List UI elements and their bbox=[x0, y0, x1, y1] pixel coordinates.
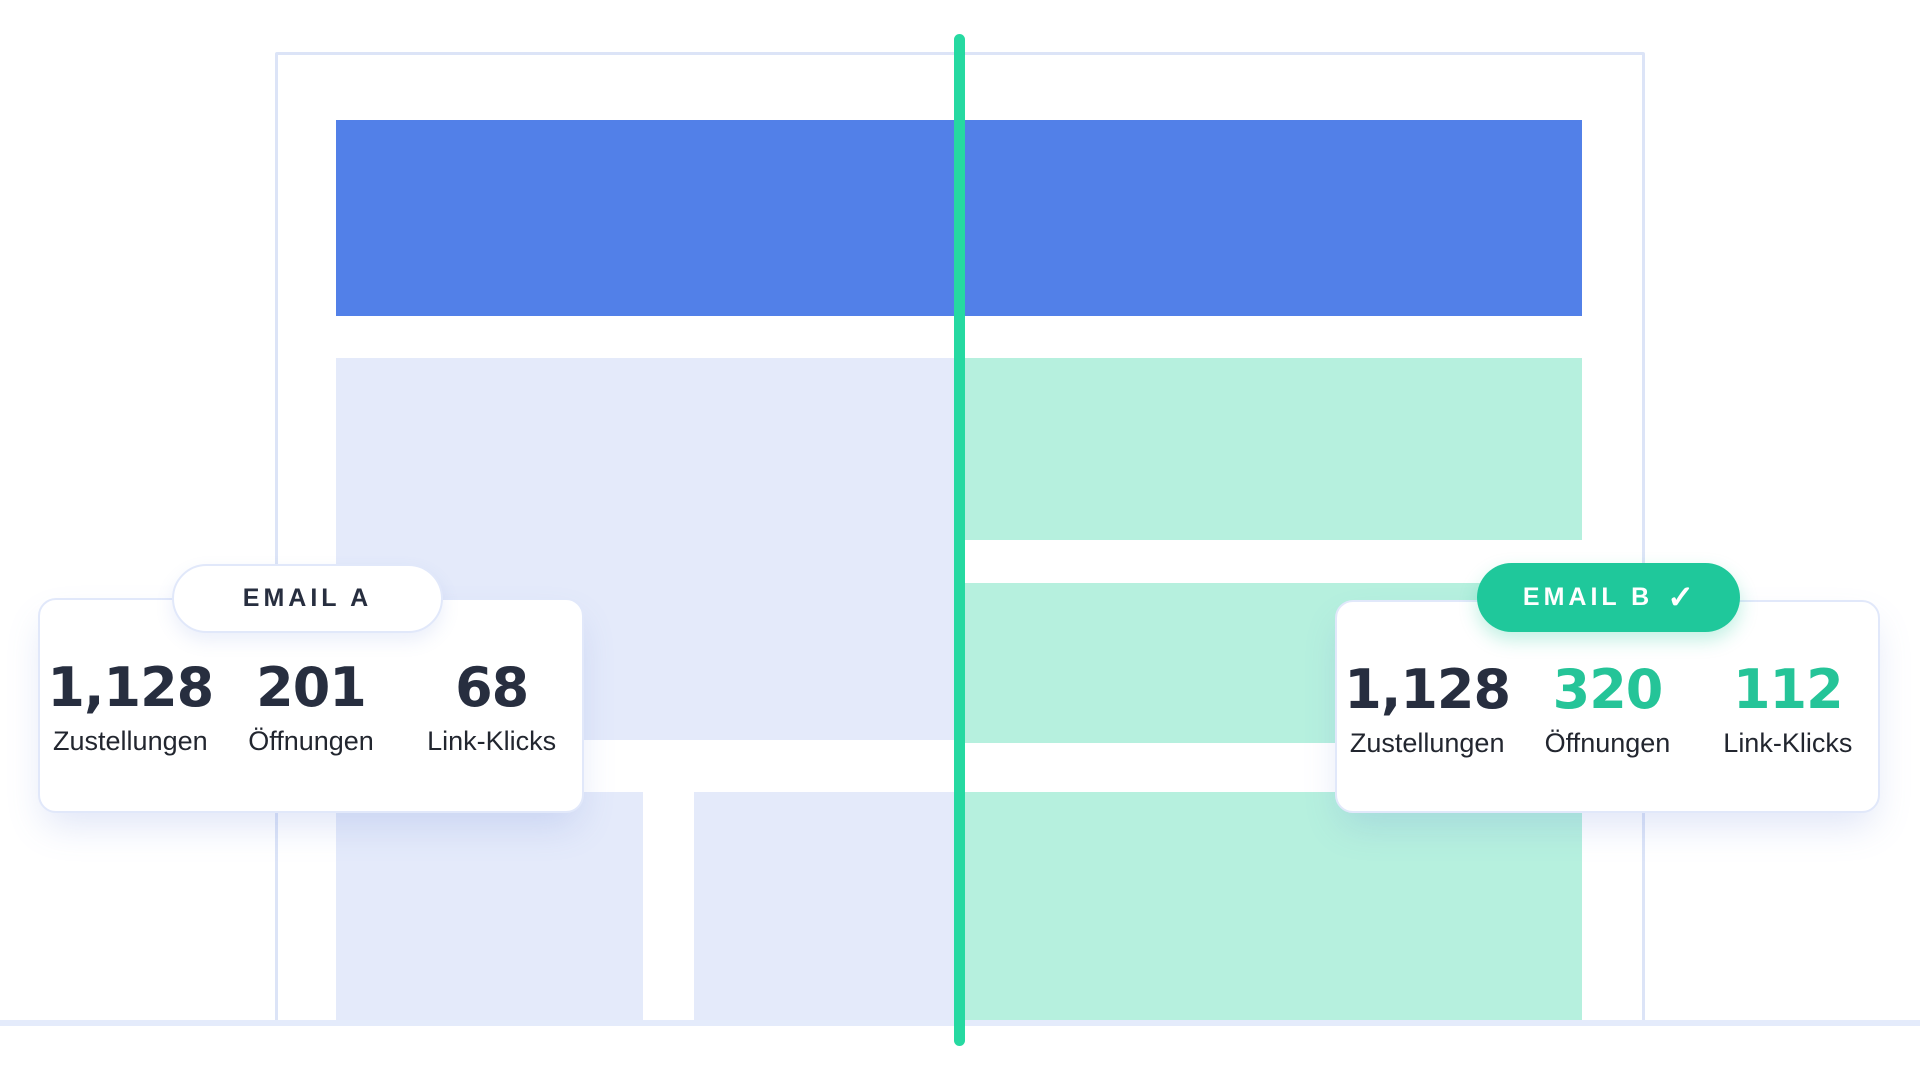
stat-label: Öffnungen bbox=[248, 726, 374, 756]
email-b-stat-deliveries: 1,128 Zustellungen bbox=[1337, 662, 1517, 811]
email-a-footer-block-left bbox=[336, 792, 643, 1021]
email-a-badge: EMAIL A bbox=[172, 564, 443, 633]
stat-value: 112 bbox=[1732, 658, 1844, 721]
email-a-stats-card: 1,128 Zustellungen 201 Öffnungen 68 Link… bbox=[38, 598, 584, 813]
stat-label: Öffnungen bbox=[1544, 728, 1671, 758]
email-a-footer-block-right bbox=[694, 792, 955, 1021]
stat-value: 201 bbox=[256, 656, 367, 719]
stat-label: Link-Klicks bbox=[427, 726, 557, 756]
email-b-stat-clicks: 112 Link-Klicks bbox=[1698, 662, 1878, 811]
email-b-stats-card: 1,128 Zustellungen 320 Öffnungen 112 Lin… bbox=[1335, 600, 1880, 813]
split-divider-line bbox=[954, 34, 965, 1046]
email-a-badge-label: EMAIL A bbox=[242, 584, 373, 612]
stat-label: Link-Klicks bbox=[1723, 728, 1853, 758]
email-b-stats-row: 1,128 Zustellungen 320 Öffnungen 112 Lin… bbox=[1337, 602, 1878, 811]
email-a-stat-clicks: 68 Link-Klicks bbox=[401, 660, 582, 811]
stat-label: Zustellungen bbox=[1349, 728, 1505, 758]
email-b-content-block-1 bbox=[965, 358, 1582, 540]
stat-value: 68 bbox=[455, 656, 529, 719]
stat-label: Zustellungen bbox=[53, 726, 208, 756]
check-icon: ✓ bbox=[1667, 578, 1695, 615]
stat-value: 1,128 bbox=[47, 656, 214, 719]
email-a-stat-opens: 201 Öffnungen bbox=[221, 660, 402, 811]
email-a-stats-row: 1,128 Zustellungen 201 Öffnungen 68 Link… bbox=[40, 600, 582, 811]
email-b-stat-opens: 320 Öffnungen bbox=[1517, 662, 1697, 811]
email-a-stat-deliveries: 1,128 Zustellungen bbox=[40, 660, 221, 811]
stat-value: 320 bbox=[1552, 658, 1664, 721]
email-b-winner-badge: EMAIL B ✓ bbox=[1477, 563, 1740, 632]
stat-value: 1,128 bbox=[1344, 658, 1511, 721]
email-b-content-block-3 bbox=[965, 792, 1582, 1021]
email-b-badge-label: EMAIL B bbox=[1522, 583, 1654, 611]
